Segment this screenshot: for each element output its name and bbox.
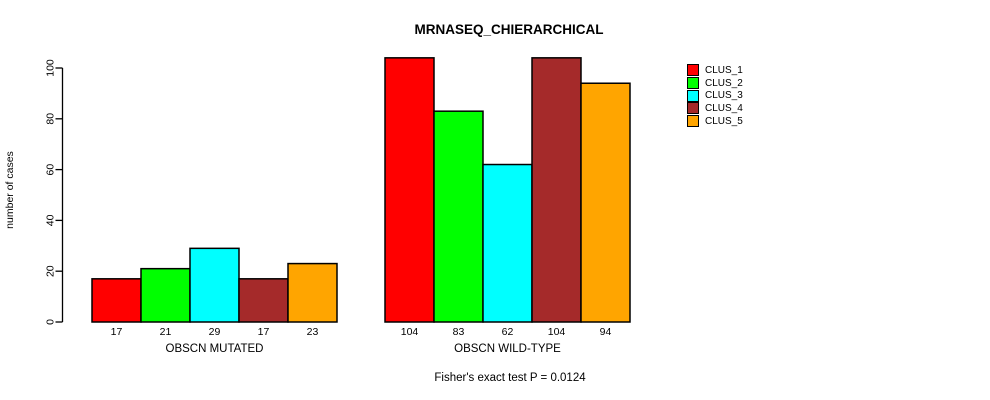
bar-CLUS_5 — [580, 82, 631, 323]
legend-label: CLUS_3 — [705, 90, 743, 102]
legend-item: CLUS_1 — [687, 64, 743, 77]
chart-title: MRNASEQ_CHIERARCHICAL — [414, 22, 604, 37]
bar-value-label: 104 — [401, 326, 419, 338]
bar-value-label: 21 — [160, 326, 172, 338]
legend-label: CLUS_2 — [705, 77, 743, 89]
legend-swatch — [687, 102, 699, 115]
bar-value-label: 104 — [548, 326, 566, 338]
bar-CLUS_2 — [433, 110, 484, 323]
x-group-label: OBSCN WILD-TYPE — [454, 343, 561, 355]
bar-CLUS_3 — [189, 247, 240, 323]
legend-item: CLUS_4 — [687, 102, 743, 115]
bar-CLUS_4 — [531, 57, 582, 323]
x-group-label: OBSCN MUTATED — [166, 343, 264, 355]
legend-item: CLUS_5 — [687, 115, 743, 128]
bar-value-label: 94 — [600, 326, 612, 338]
legend-swatch — [687, 89, 699, 102]
y-axis-tick-label: 20 — [45, 265, 57, 277]
bar-CLUS_1 — [91, 278, 142, 323]
bar-CLUS_4 — [238, 278, 289, 323]
legend-item: CLUS_3 — [687, 89, 743, 102]
legend-item: CLUS_2 — [687, 77, 743, 90]
legend-label: CLUS_5 — [705, 115, 743, 127]
annotation-pvalue: Fisher's exact test P = 0.0124 — [434, 372, 586, 384]
legend-label: CLUS_4 — [705, 102, 743, 114]
bar-value-label: 83 — [453, 326, 465, 338]
legend-swatch — [687, 115, 699, 128]
bar-CLUS_1 — [384, 57, 435, 323]
bar-CLUS_5 — [287, 262, 338, 323]
bar-CLUS_3 — [482, 163, 533, 323]
legend-swatch — [687, 77, 699, 90]
bar-value-label: 29 — [209, 326, 221, 338]
bar-value-label: 62 — [502, 326, 514, 338]
y-axis-tick-label: 80 — [45, 113, 57, 125]
bar-value-label: 17 — [258, 326, 270, 338]
bar-value-label: 23 — [307, 326, 319, 338]
y-axis-tick-label: 0 — [45, 319, 57, 325]
y-axis-tick-label: 40 — [45, 214, 57, 226]
bar-CLUS_2 — [140, 267, 191, 323]
legend-label: CLUS_1 — [705, 64, 743, 76]
legend: CLUS_1 CLUS_2 CLUS_3 CLUS_4 CLUS_5 — [687, 64, 743, 128]
y-axis-tick-label: 60 — [45, 164, 57, 176]
y-axis-tick-label: 100 — [45, 59, 57, 77]
legend-swatch — [687, 64, 699, 77]
bar-value-label: 17 — [111, 326, 123, 338]
